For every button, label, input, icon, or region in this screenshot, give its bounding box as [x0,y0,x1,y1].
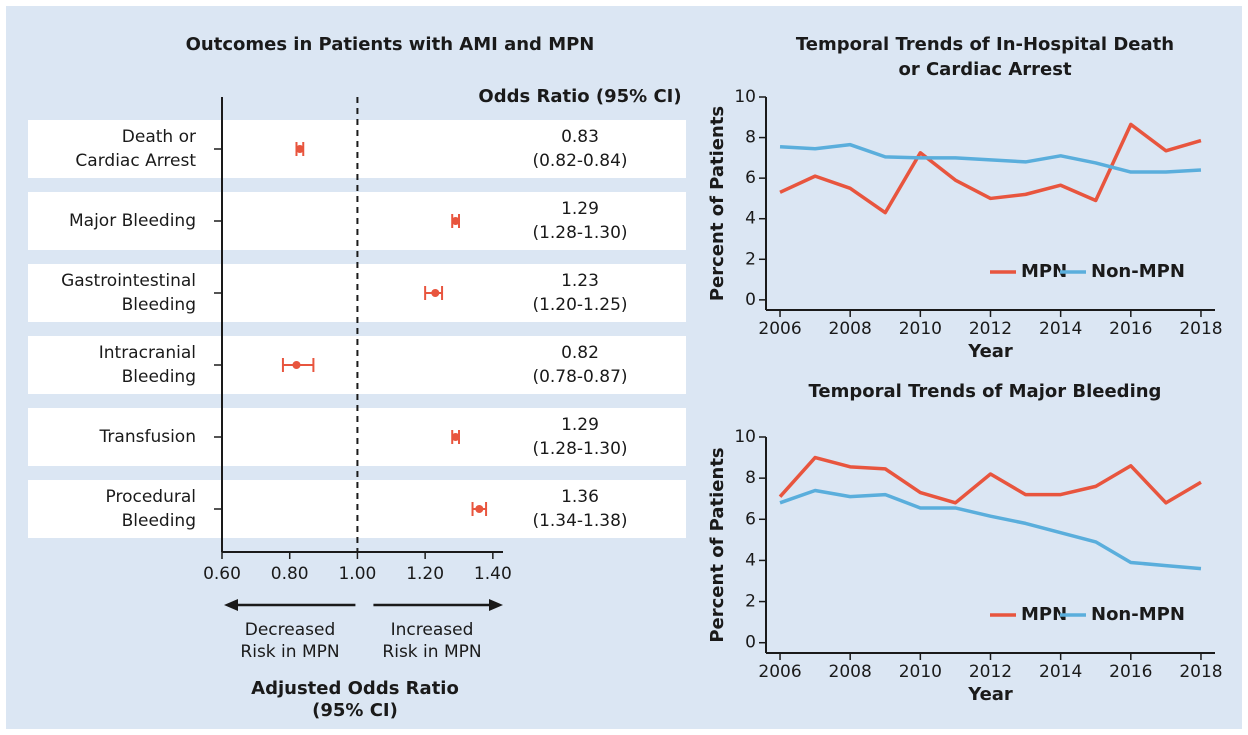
y-tick-label: 10 [734,87,756,107]
x-tick-label: 2010 [899,662,942,682]
y-axis-label: Percent of Patients [707,447,728,642]
ci-label: (1.34-1.38) [532,511,627,531]
chart-title: or Cardiac Arrest [898,59,1071,80]
y-tick-label: 10 [734,427,756,447]
value-label: 1.23 [561,271,599,291]
value-label: 1.36 [561,487,599,507]
category-label: Bleeding [122,511,196,531]
ci-label: (0.78-0.87) [532,367,627,387]
ci-label: (0.82-0.84) [532,151,627,171]
y-tick-label: 0 [745,633,756,653]
y-tick-label: 8 [745,468,756,488]
x-tick-label: 2006 [758,319,801,339]
right-arrow-head [489,599,503,611]
series-line [779,122,1202,215]
ci-label: (1.28-1.30) [532,223,627,243]
legend-label: Non-MPN [1091,261,1185,282]
category-label: Procedural [106,487,196,507]
category-label: Cardiac Arrest [75,151,196,171]
y-tick-label: 4 [745,550,756,570]
x-tick-label: 0.60 [203,564,241,584]
series-line [779,142,1202,174]
y-tick-label: 6 [745,509,756,529]
category-label: Bleeding [122,367,196,387]
chart-title: Temporal Trends of Major Bleeding [809,381,1162,402]
x-tick-label: 1.20 [406,564,444,584]
category-label: Gastrointestinal [61,271,196,291]
point-estimate [451,217,460,225]
x-tick-label: 1.00 [338,564,376,584]
point-estimate [475,505,484,513]
chart-title: Outcomes in Patients with AMI and MPN [186,34,595,55]
x-tick-label: 2016 [1109,662,1152,682]
x-tick-label: 2006 [758,662,801,682]
value-label: 0.83 [561,127,599,147]
y-axis-label: Percent of Patients [707,106,728,301]
value-label: 1.29 [561,199,599,219]
x-tick-label: 2010 [899,319,942,339]
right-arrow-label: Risk in MPN [382,642,481,662]
ci-label: (1.28-1.30) [532,439,627,459]
value-label: 0.82 [561,343,599,363]
x-axis-label: (95% CI) [312,700,398,721]
category-label: Death or [122,127,196,147]
x-tick-label: 2008 [829,662,872,682]
value-label: 1.29 [561,415,599,435]
x-axis-label: Year [967,341,1013,362]
left-arrow-head [224,599,238,611]
x-axis-label: Adjusted Odds Ratio [251,678,459,699]
category-label: Intracranial [99,343,196,363]
category-label: Bleeding [122,295,196,315]
x-tick-label: 2018 [1179,319,1222,339]
x-tick-label: 2016 [1109,319,1152,339]
chart-title: Temporal Trends of In-Hospital Death [796,34,1174,55]
x-tick-label: 1.40 [474,564,512,584]
y-tick-label: 0 [745,290,756,310]
point-estimate [431,289,440,297]
point-estimate [451,433,460,441]
y-tick-label: 6 [745,168,756,188]
left-arrow-label: Risk in MPN [240,642,339,662]
x-tick-label: 2014 [1039,662,1082,682]
legend-label: MPN [1021,604,1067,625]
x-tick-label: 2012 [969,319,1012,339]
y-tick-label: 2 [745,249,756,269]
category-label: Transfusion [99,427,196,447]
category-label: Major Bleeding [69,211,196,231]
ci-label: (1.20-1.25) [532,295,627,315]
column-header: Odds Ratio (95% CI) [478,86,681,107]
point-estimate [295,145,304,153]
series-line [778,455,1202,505]
left-arrow-label: Decreased [245,620,336,640]
x-tick-label: 2018 [1179,662,1222,682]
y-tick-label: 4 [745,209,756,229]
x-axis-label: Year [967,684,1013,705]
x-tick-label: 2012 [969,662,1012,682]
series-line [779,488,1202,571]
y-tick-label: 2 [745,592,756,612]
legend-label: MPN [1021,261,1067,282]
point-estimate [292,361,301,369]
right-arrow-label: Increased [391,620,474,640]
legend-label: Non-MPN [1091,604,1185,625]
x-tick-label: 2014 [1039,319,1082,339]
x-tick-label: 0.80 [271,564,309,584]
y-tick-label: 8 [745,128,756,148]
x-tick-label: 2008 [829,319,872,339]
